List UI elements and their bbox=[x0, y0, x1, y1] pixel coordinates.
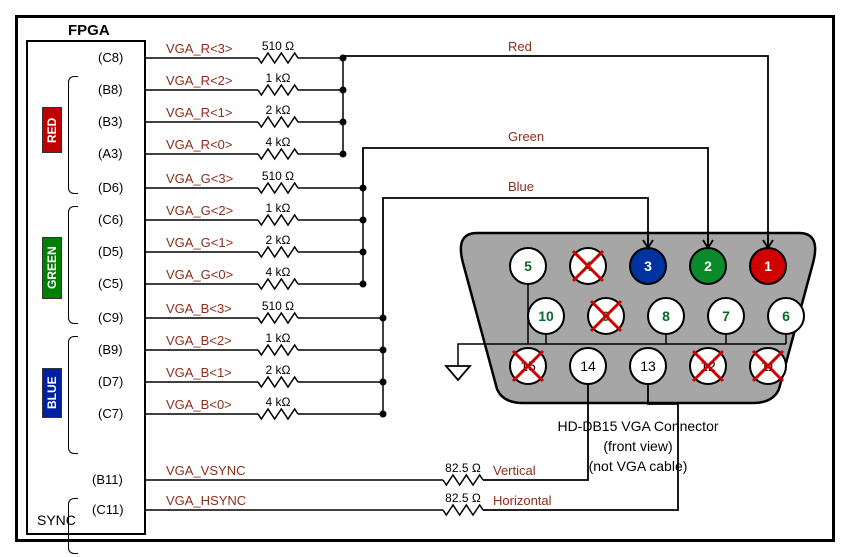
svg-text:8: 8 bbox=[662, 308, 670, 324]
svg-text:82.5 Ω: 82.5 Ω bbox=[445, 461, 481, 475]
svg-text:(B3): (B3) bbox=[98, 114, 123, 129]
svg-text:VGA_G<0>: VGA_G<0> bbox=[166, 267, 233, 282]
svg-text:7: 7 bbox=[722, 308, 730, 324]
svg-text:510 Ω: 510 Ω bbox=[262, 39, 294, 53]
svg-text:Vertical: Vertical bbox=[493, 463, 536, 478]
svg-text:(D6): (D6) bbox=[98, 180, 123, 195]
svg-text:VGA_VSYNC: VGA_VSYNC bbox=[166, 463, 245, 478]
svg-text:(B11): (B11) bbox=[92, 472, 123, 487]
svg-text:5: 5 bbox=[524, 258, 532, 274]
svg-text:1 kΩ: 1 kΩ bbox=[266, 71, 291, 85]
svg-text:(C6): (C6) bbox=[98, 212, 123, 227]
svg-text:(C5): (C5) bbox=[98, 276, 123, 291]
svg-text:VGA_R<0>: VGA_R<0> bbox=[166, 137, 233, 152]
svg-text:VGA_G<2>: VGA_G<2> bbox=[166, 203, 233, 218]
svg-text:VGA_B<1>: VGA_B<1> bbox=[166, 365, 232, 380]
svg-text:6: 6 bbox=[782, 308, 790, 324]
svg-text:2 kΩ: 2 kΩ bbox=[266, 103, 291, 117]
svg-text:4 kΩ: 4 kΩ bbox=[266, 265, 291, 279]
svg-text:(front view): (front view) bbox=[603, 438, 672, 454]
svg-text:(B8): (B8) bbox=[98, 82, 123, 97]
svg-text:3: 3 bbox=[644, 258, 652, 274]
svg-text:82.5 Ω: 82.5 Ω bbox=[445, 491, 481, 505]
svg-text:VGA_R<2>: VGA_R<2> bbox=[166, 73, 233, 88]
svg-text:1: 1 bbox=[764, 258, 772, 274]
svg-text:Red: Red bbox=[508, 39, 532, 54]
svg-text:1 kΩ: 1 kΩ bbox=[266, 201, 291, 215]
svg-text:Blue: Blue bbox=[508, 179, 534, 194]
svg-text:VGA_HSYNC: VGA_HSYNC bbox=[166, 493, 246, 508]
schematic-svg: (C8) VGA_R<3> 510 Ω (B8) VGA_R<2> 1 kΩ (B3) VGA… bbox=[18, 18, 838, 545]
svg-text:2 kΩ: 2 kΩ bbox=[266, 233, 291, 247]
svg-text:4 kΩ: 4 kΩ bbox=[266, 135, 291, 149]
svg-text:VGA_B<3>: VGA_B<3> bbox=[166, 301, 232, 316]
svg-text:VGA_B<2>: VGA_B<2> bbox=[166, 333, 232, 348]
svg-text:13: 13 bbox=[640, 358, 656, 374]
svg-text:(B9): (B9) bbox=[98, 342, 123, 357]
svg-text:VGA_G<3>: VGA_G<3> bbox=[166, 171, 233, 186]
svg-text:4 kΩ: 4 kΩ bbox=[266, 395, 291, 409]
svg-text:(C11): (C11) bbox=[92, 502, 124, 517]
svg-text:(D7): (D7) bbox=[98, 374, 123, 389]
svg-text:VGA_R<1>: VGA_R<1> bbox=[166, 105, 233, 120]
svg-text:Horizontal: Horizontal bbox=[493, 493, 552, 508]
svg-text:VGA_R<3>: VGA_R<3> bbox=[166, 41, 233, 56]
svg-text:HD-DB15 VGA Connector: HD-DB15 VGA Connector bbox=[557, 418, 718, 434]
svg-text:(C7): (C7) bbox=[98, 406, 123, 421]
svg-text:2: 2 bbox=[704, 258, 712, 274]
svg-text:(C9): (C9) bbox=[98, 310, 123, 325]
svg-text:1 kΩ: 1 kΩ bbox=[266, 331, 291, 345]
svg-text:(C8): (C8) bbox=[98, 50, 123, 65]
svg-text:VGA_G<1>: VGA_G<1> bbox=[166, 235, 233, 250]
diagram-container: FPGA RED GREEN BLUE SYNC (C8)VGA_R<3>510… bbox=[15, 15, 835, 542]
svg-text:(not VGA cable): (not VGA cable) bbox=[589, 458, 688, 474]
svg-text:10: 10 bbox=[538, 308, 554, 324]
svg-text:510 Ω: 510 Ω bbox=[262, 169, 294, 183]
svg-text:2 kΩ: 2 kΩ bbox=[266, 363, 291, 377]
svg-text:510 Ω: 510 Ω bbox=[262, 299, 294, 313]
svg-text:Green: Green bbox=[508, 129, 544, 144]
svg-text:(D5): (D5) bbox=[98, 244, 123, 259]
svg-text:VGA_B<0>: VGA_B<0> bbox=[166, 397, 232, 412]
svg-text:(A3): (A3) bbox=[98, 146, 123, 161]
svg-text:14: 14 bbox=[580, 358, 596, 374]
